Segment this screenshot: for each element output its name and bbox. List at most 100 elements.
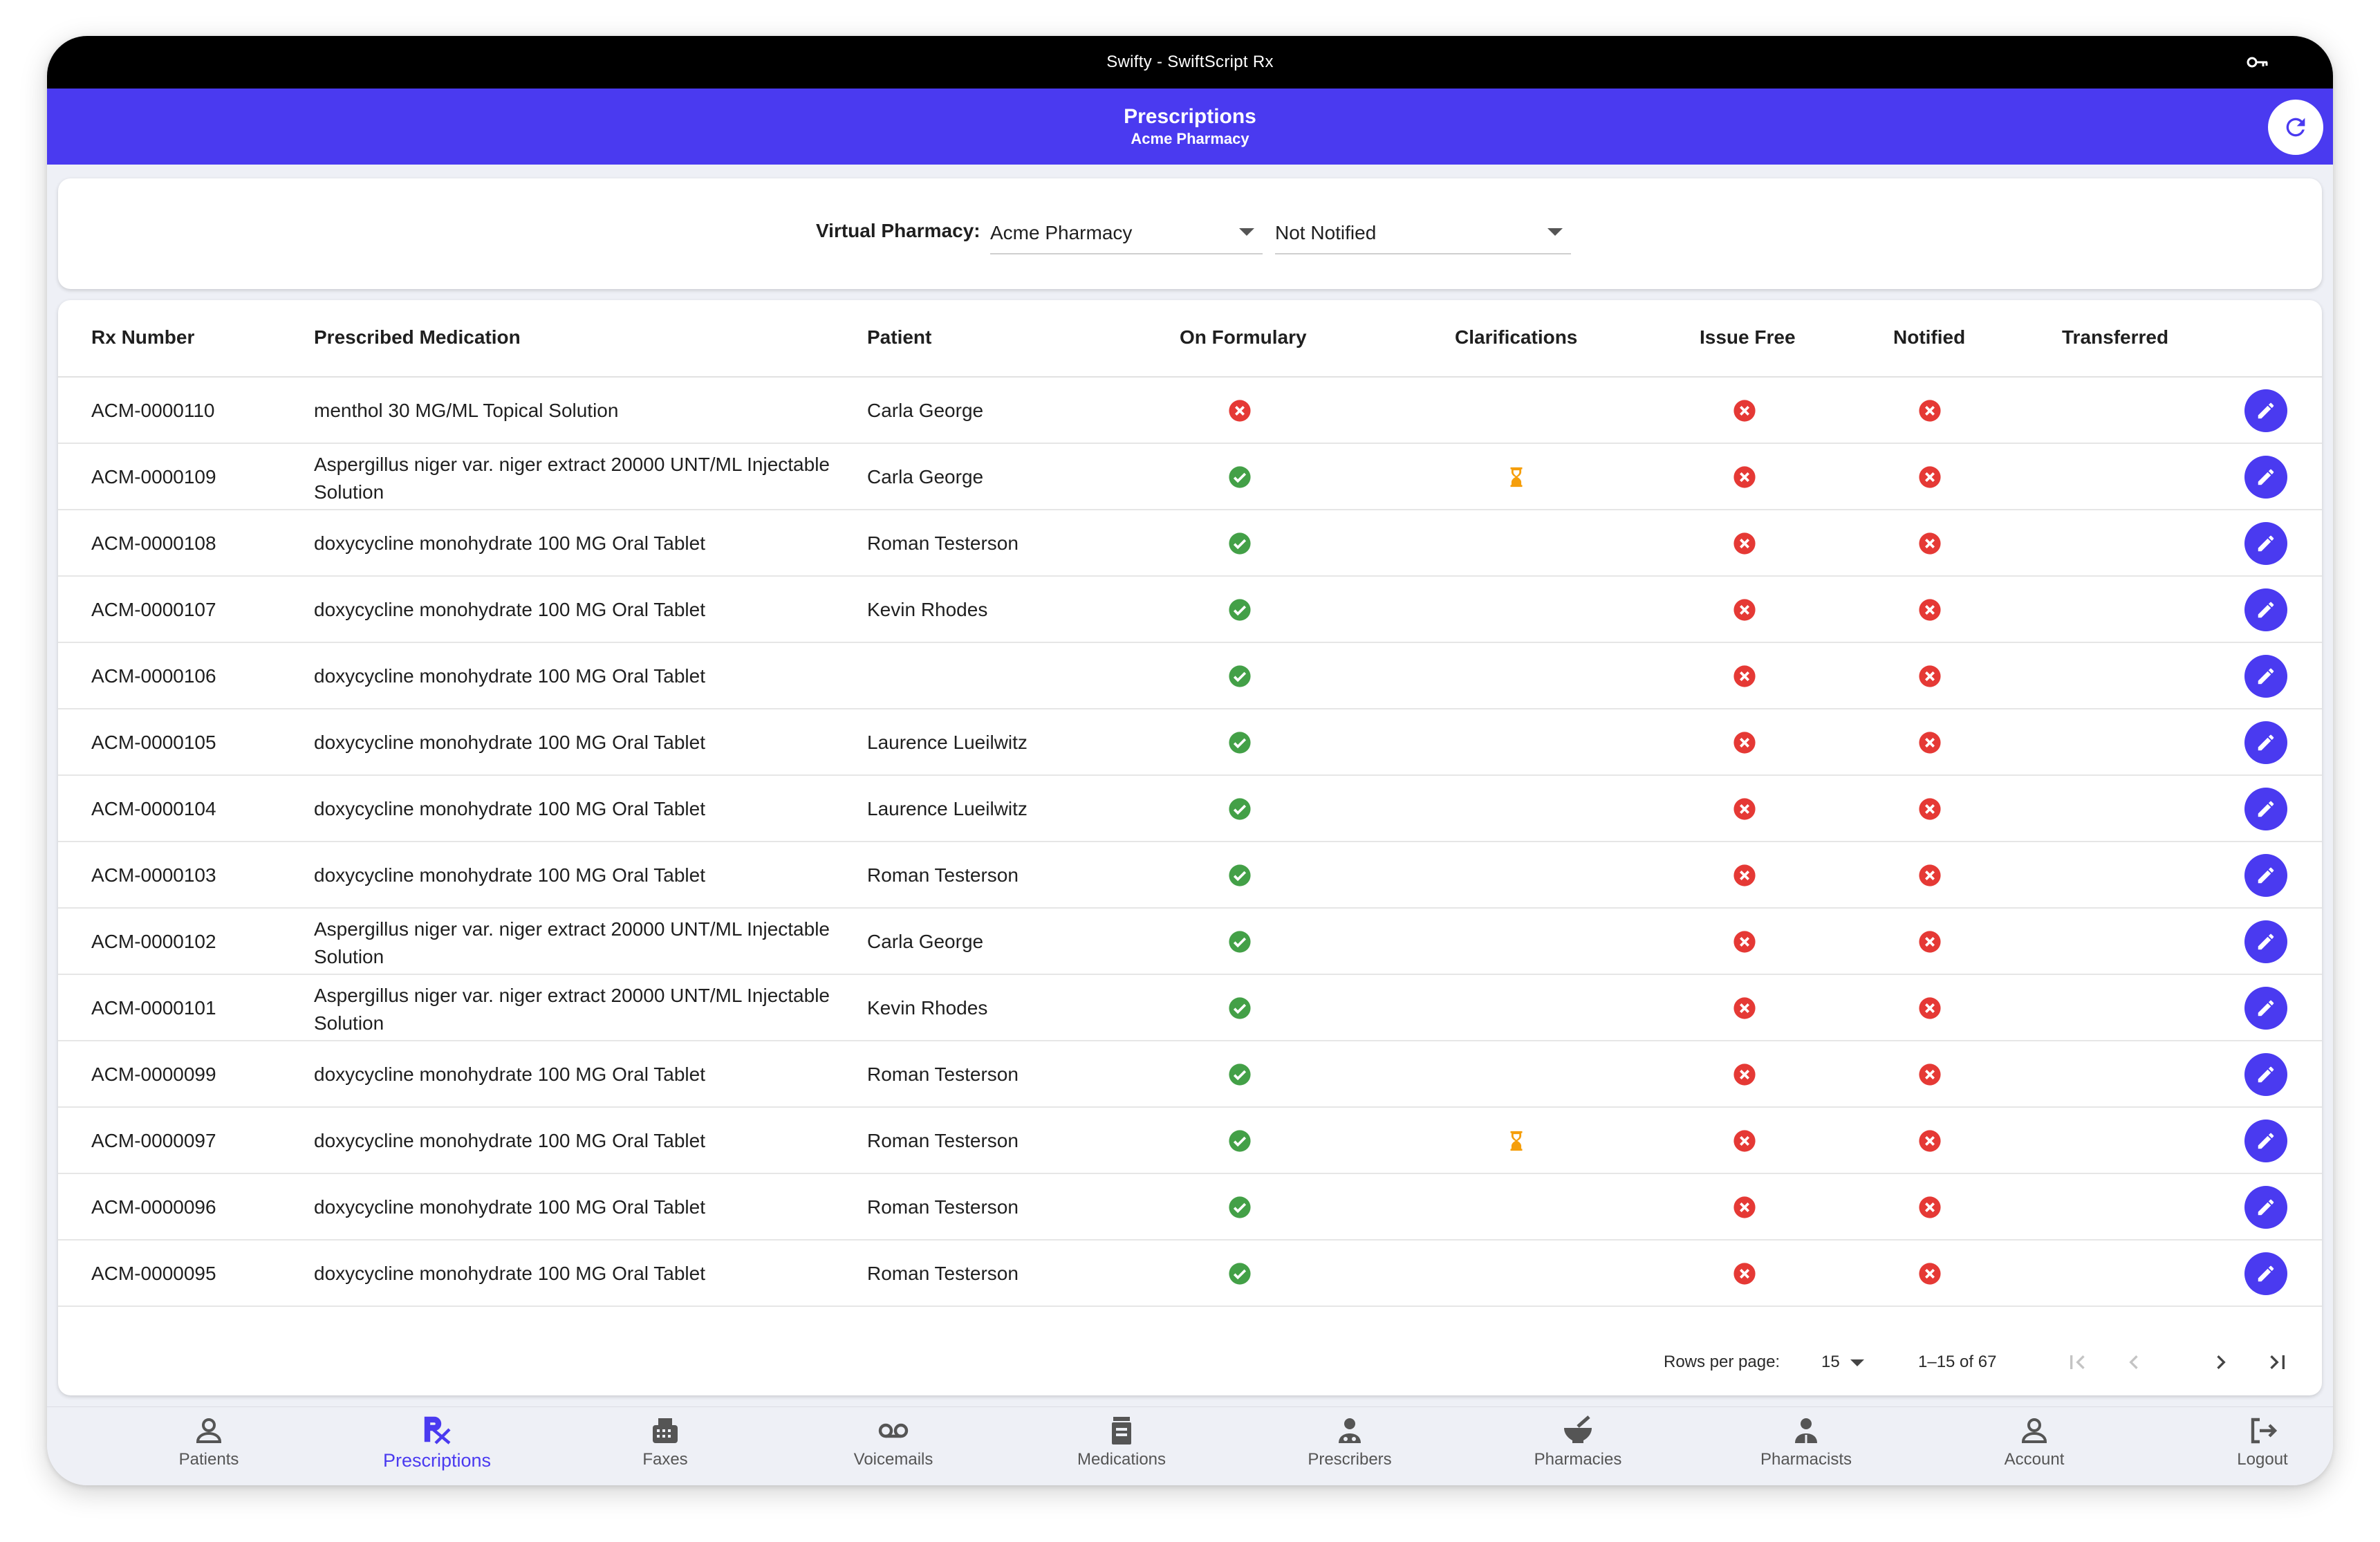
table-row[interactable]: ACM-0000099 doxycycline monohydrate 100 M… <box>58 1041 2322 1108</box>
cancel-circle-icon-issue-free <box>1733 532 1756 555</box>
previous-page-icon[interactable] <box>2120 1348 2148 1376</box>
first-page-icon[interactable] <box>2063 1348 2091 1376</box>
key-icon[interactable] <box>2246 53 2269 72</box>
app-window: Swifty - SwiftScript Rx Prescriptions Ac… <box>47 36 2333 1485</box>
nav-label: Pharmacists <box>1760 1450 1852 1469</box>
cancel-circle-icon-on-formulary <box>1229 400 1251 422</box>
edit-button[interactable] <box>2244 987 2287 1030</box>
edit-button[interactable] <box>2244 588 2287 631</box>
table-row[interactable]: ACM-0000096 doxycycline monohydrate 100 M… <box>58 1174 2322 1241</box>
patient-cell: Roman Testerson <box>867 1196 1019 1218</box>
cancel-circle-icon-issue-free <box>1733 599 1756 621</box>
header-issue-free[interactable]: Issue Free <box>1700 326 1796 348</box>
header-notified[interactable]: Notified <box>1893 326 1966 348</box>
edit-button[interactable] <box>2244 522 2287 565</box>
edit-button[interactable] <box>2244 1186 2287 1229</box>
table-row[interactable]: ACM-0000109 Aspergillus niger var. niger … <box>58 444 2322 510</box>
cancel-circle-icon-issue-free <box>1733 732 1756 754</box>
hourglass-icon-clarification <box>1510 1131 1523 1151</box>
nav-item-logout[interactable]: Logout <box>2179 1414 2333 1483</box>
edit-button[interactable] <box>2244 1053 2287 1096</box>
table-row[interactable]: ACM-0000108 doxycycline monohydrate 100 M… <box>58 510 2322 577</box>
pharmacy-select-value: Acme Pharmacy <box>990 222 1133 243</box>
edit-button[interactable] <box>2244 1120 2287 1162</box>
edit-button[interactable] <box>2244 389 2287 432</box>
refresh-button[interactable] <box>2268 100 2323 155</box>
medication-icon <box>1112 1417 1131 1445</box>
table-row[interactable]: ACM-0000110 menthol 30 MG/ML Topical Solu… <box>58 378 2322 444</box>
nav-item-prescribers[interactable]: Prescribers <box>1267 1414 1433 1483</box>
patient-cell: Roman Testerson <box>867 1063 1019 1085</box>
edit-button[interactable] <box>2244 1252 2287 1295</box>
table-row[interactable]: ACM-0000095 doxycycline monohydrate 100 M… <box>58 1241 2322 1307</box>
rx-number-cell: ACM-0000096 <box>91 1196 216 1218</box>
header-rx-number[interactable]: Rx Number <box>91 326 195 348</box>
pharmacy-select[interactable]: Acme Pharmacy <box>990 213 1263 254</box>
edit-button[interactable] <box>2244 721 2287 764</box>
nav-item-prescriptions[interactable]: Prescriptions <box>354 1414 520 1483</box>
header-clarifications[interactable]: Clarifications <box>1455 326 1578 348</box>
header-medication[interactable]: Prescribed Medication <box>314 326 521 348</box>
page-title: Prescriptions <box>1124 105 1256 128</box>
chevron-down-icon[interactable] <box>1850 1359 1864 1366</box>
nav-label: Pharmacies <box>1534 1450 1622 1469</box>
pencil-icon <box>2258 469 2274 485</box>
edit-button[interactable] <box>2244 788 2287 830</box>
bottom-navigation: Patients Prescriptions Faxes Voicemails … <box>47 1406 2333 1485</box>
table-row[interactable]: ACM-0000104 doxycycline monohydrate 100 M… <box>58 776 2322 842</box>
fax-icon <box>653 1418 678 1443</box>
pencil-icon <box>2258 1000 2274 1016</box>
rows-per-page-select[interactable]: 15 <box>1821 1353 1840 1371</box>
nav-item-medications[interactable]: Medications <box>1039 1414 1205 1483</box>
check-circle-icon-on-formulary <box>1229 1130 1251 1152</box>
window-titlebar: Swifty - SwiftScript Rx <box>47 36 2333 89</box>
table-row[interactable]: ACM-0000097 doxycycline monohydrate 100 M… <box>58 1108 2322 1174</box>
check-circle-icon-on-formulary <box>1229 732 1251 754</box>
voicemail-icon <box>878 1423 909 1438</box>
rx-number-cell: ACM-0000110 <box>91 400 215 421</box>
account-icon <box>2021 1418 2047 1443</box>
nav-item-voicemails[interactable]: Voicemails <box>810 1414 976 1483</box>
table-row[interactable]: ACM-0000103 doxycycline monohydrate 100 M… <box>58 842 2322 909</box>
pencil-icon <box>2258 867 2274 884</box>
check-circle-icon-on-formulary <box>1229 466 1251 488</box>
edit-button[interactable] <box>2244 920 2287 963</box>
medication-cell: Aspergillus niger var. niger extract 200… <box>314 985 830 1034</box>
nav-item-account[interactable]: Account <box>1951 1414 2117 1483</box>
rx-number-cell: ACM-0000104 <box>91 798 216 819</box>
nav-label: Faxes <box>642 1450 688 1469</box>
edit-button[interactable] <box>2244 456 2287 499</box>
next-page-icon[interactable] <box>2207 1348 2235 1376</box>
nav-item-patients[interactable]: Patients <box>126 1414 292 1483</box>
table-row[interactable]: ACM-0000107 doxycycline monohydrate 100 M… <box>58 577 2322 643</box>
header-on-formulary[interactable]: On Formulary <box>1180 326 1307 348</box>
table-row[interactable]: ACM-0000106 doxycycline monohydrate 100 M… <box>58 643 2322 709</box>
nav-item-faxes[interactable]: Faxes <box>582 1414 748 1483</box>
rx-number-cell: ACM-0000095 <box>91 1263 216 1284</box>
nav-label: Prescribers <box>1308 1450 1392 1469</box>
medication-cell: Aspergillus niger var. niger extract 200… <box>314 454 830 503</box>
header-patient[interactable]: Patient <box>867 326 932 348</box>
rx-number-cell: ACM-0000102 <box>91 931 216 952</box>
last-page-icon[interactable] <box>2264 1348 2291 1376</box>
patient-cell: Kevin Rhodes <box>867 599 988 620</box>
nav-item-pharmacies[interactable]: Pharmacies <box>1495 1414 1661 1483</box>
table-row[interactable]: ACM-0000105 doxycycline monohydrate 100 M… <box>58 709 2322 776</box>
nav-item-pharmacists[interactable]: Pharmacists <box>1723 1414 1889 1483</box>
edit-button[interactable] <box>2244 854 2287 897</box>
pencil-icon <box>2258 734 2274 751</box>
edit-button[interactable] <box>2244 655 2287 698</box>
cancel-circle-icon-notified <box>1919 864 1941 886</box>
table-row[interactable]: ACM-0000101 Aspergillus niger var. niger … <box>58 975 2322 1041</box>
medication-cell: Aspergillus niger var. niger extract 200… <box>314 918 830 967</box>
medication-cell: doxycycline monohydrate 100 MG Oral Tabl… <box>314 1063 705 1085</box>
table-row[interactable]: ACM-0000102 Aspergillus niger var. niger … <box>58 909 2322 975</box>
check-circle-icon-on-formulary <box>1229 931 1251 953</box>
header-transferred[interactable]: Transferred <box>2062 326 2169 348</box>
cancel-circle-icon-notified <box>1919 732 1941 754</box>
rx-icon <box>424 1416 451 1445</box>
nav-label: Account <box>2004 1450 2065 1469</box>
cancel-circle-icon-issue-free <box>1733 1196 1756 1218</box>
notification-status-select[interactable]: Not Notified <box>1275 213 1571 254</box>
pencil-icon <box>2258 801 2274 817</box>
